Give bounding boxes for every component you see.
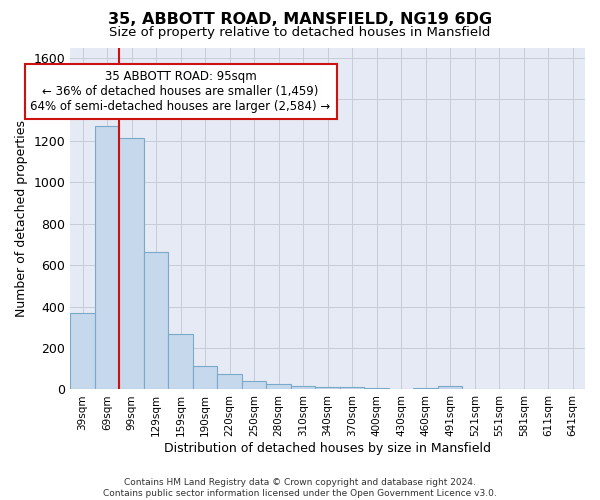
X-axis label: Distribution of detached houses by size in Mansfield: Distribution of detached houses by size …: [164, 442, 491, 455]
Bar: [242, 381, 266, 390]
Bar: [169, 334, 193, 390]
Bar: [291, 386, 316, 390]
Bar: [193, 366, 217, 390]
Bar: [266, 384, 291, 390]
Text: 35, ABBOTT ROAD, MANSFIELD, NG19 6DG: 35, ABBOTT ROAD, MANSFIELD, NG19 6DG: [108, 12, 492, 26]
Y-axis label: Number of detached properties: Number of detached properties: [15, 120, 28, 317]
Bar: [316, 387, 340, 390]
Bar: [413, 388, 438, 390]
Bar: [217, 374, 242, 390]
Text: Size of property relative to detached houses in Mansfield: Size of property relative to detached ho…: [109, 26, 491, 39]
Bar: [119, 138, 144, 390]
Text: Contains HM Land Registry data © Crown copyright and database right 2024.
Contai: Contains HM Land Registry data © Crown c…: [103, 478, 497, 498]
Bar: [70, 313, 95, 390]
Bar: [144, 252, 169, 390]
Bar: [95, 126, 119, 390]
Text: 35 ABBOTT ROAD: 95sqm
← 36% of detached houses are smaller (1,459)
64% of semi-d: 35 ABBOTT ROAD: 95sqm ← 36% of detached …: [31, 70, 331, 114]
Bar: [340, 387, 364, 390]
Bar: [364, 388, 389, 390]
Bar: [438, 386, 463, 390]
